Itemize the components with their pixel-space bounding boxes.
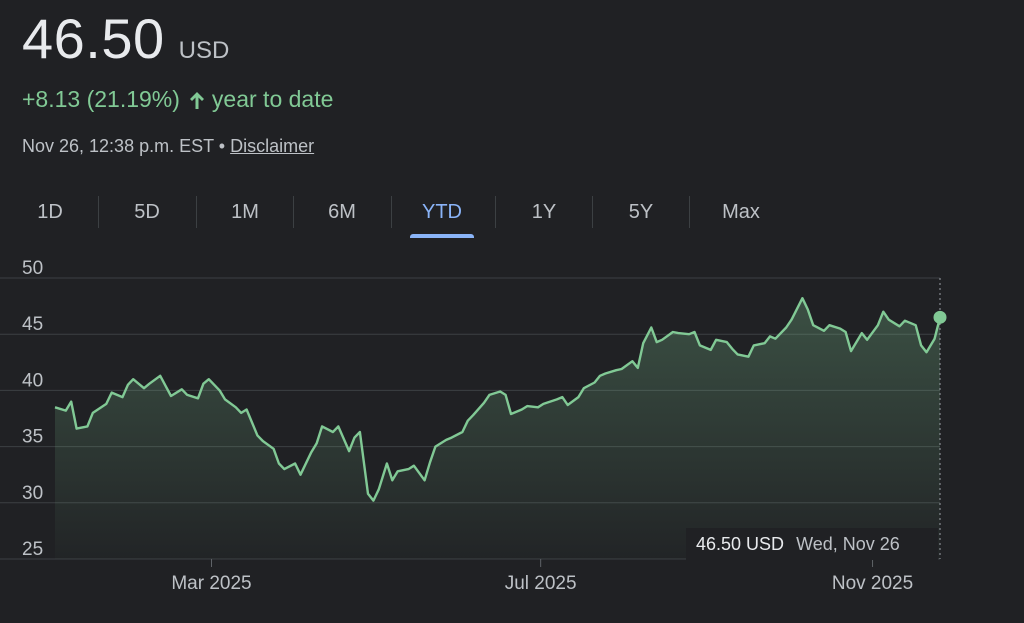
y-tick-label: 25 bbox=[22, 539, 43, 560]
tab-label: 1M bbox=[231, 201, 259, 223]
y-tick-label: 40 bbox=[22, 370, 43, 391]
tab-6m[interactable]: 6M bbox=[302, 192, 382, 232]
y-tick-label: 45 bbox=[22, 314, 43, 335]
tab-label: Max bbox=[722, 201, 760, 223]
tab-label: 1D bbox=[37, 201, 63, 223]
tab-divider bbox=[98, 196, 99, 228]
tab-1d[interactable]: 1D bbox=[10, 192, 90, 232]
x-tick-label: Nov 2025 bbox=[832, 573, 913, 594]
current-price: 46.50 bbox=[22, 7, 165, 70]
price-change-row: +8.13 (21.19%) year to date bbox=[22, 86, 333, 113]
hover-tooltip: 46.50 USD Wed, Nov 26 bbox=[686, 528, 938, 560]
quote-meta-row: Nov 26, 12:38 p.m. EST • Disclaimer bbox=[22, 136, 314, 157]
price-area-fill bbox=[55, 298, 940, 559]
tab-label: 5Y bbox=[628, 201, 654, 223]
tab-divider bbox=[689, 196, 690, 228]
price-line bbox=[54, 297, 942, 502]
tab-divider bbox=[293, 196, 294, 228]
price-change: +8.13 (21.19%) bbox=[22, 86, 180, 112]
change-period-label: year to date bbox=[211, 86, 334, 112]
tab-label: 5D bbox=[134, 201, 160, 223]
currency-code: USD bbox=[178, 37, 230, 64]
tab-ytd[interactable]: YTD bbox=[402, 192, 482, 238]
disclaimer-link[interactable]: Disclaimer bbox=[230, 136, 315, 156]
tab-1m[interactable]: 1M bbox=[205, 192, 285, 232]
meta-separator: • bbox=[218, 136, 226, 156]
tooltip-value: 46.50 USD bbox=[696, 533, 785, 554]
tab-label: 6M bbox=[328, 201, 356, 223]
y-tick-label: 30 bbox=[22, 483, 43, 504]
x-tick-label: Jul 2025 bbox=[505, 573, 577, 594]
chart-axes: 25 30 35 40 45 50 Mar 2025 Jul 2025 Nov 2025 bbox=[22, 258, 913, 594]
current-price-point[interactable] bbox=[933, 310, 947, 324]
tab-label: 1Y bbox=[531, 201, 557, 223]
active-tab-indicator bbox=[410, 234, 474, 238]
y-tick-label: 50 bbox=[22, 258, 43, 279]
tab-divider bbox=[196, 196, 197, 228]
tab-divider bbox=[592, 196, 593, 228]
tab-5y[interactable]: 5Y bbox=[601, 192, 681, 232]
y-tick-label: 35 bbox=[22, 427, 43, 448]
tab-divider bbox=[391, 196, 392, 228]
tab-divider bbox=[495, 196, 496, 228]
tab-label: YTD bbox=[422, 201, 462, 223]
arrow-up-icon bbox=[188, 90, 206, 110]
tooltip-date: Wed, Nov 26 bbox=[796, 533, 900, 554]
x-tick-label: Mar 2025 bbox=[171, 573, 251, 594]
price-chart[interactable]: 25 30 35 40 45 50 Mar 2025 Jul 2025 Nov 2025 bbox=[0, 250, 1024, 623]
tab-max[interactable]: Max bbox=[701, 192, 781, 232]
quote-timestamp: Nov 26, 12:38 p.m. EST bbox=[22, 136, 214, 156]
tab-1y[interactable]: 1Y bbox=[504, 192, 584, 232]
price-row: 46.50 USD bbox=[22, 6, 229, 71]
tab-5d[interactable]: 5D bbox=[107, 192, 187, 232]
range-tabs: 1D 5D 1M 6M YTD 1Y 5Y Max bbox=[0, 192, 790, 240]
